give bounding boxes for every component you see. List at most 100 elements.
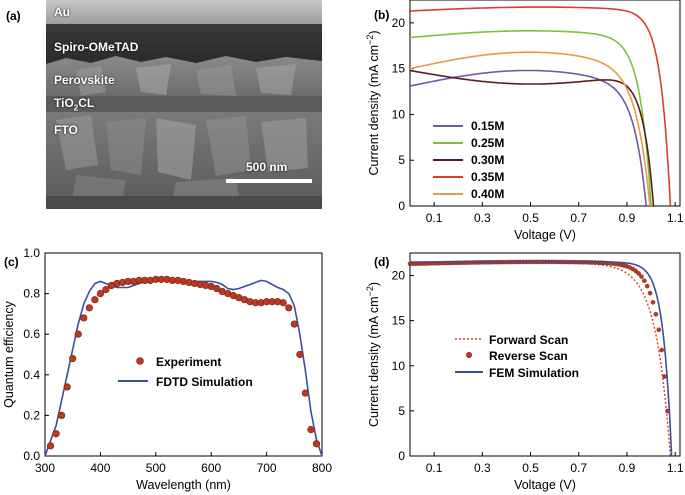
c-data-point (290, 320, 298, 328)
b-series-line-0.35M (409, 6, 672, 207)
panel-d-letter: (d) (374, 255, 389, 269)
c-data-point (213, 284, 221, 293)
d-data-point (656, 327, 662, 333)
d-ytick-label: 15 (392, 314, 406, 328)
b-plot-frame (409, 0, 681, 207)
c-data-point (85, 304, 93, 312)
c-data-point (52, 430, 60, 438)
b-ylabel-tail: ) (367, 30, 381, 34)
b-ylabel-main: Current density (mA cm (367, 45, 381, 176)
c-data-point (91, 296, 99, 304)
b-ylabel: Current density (mA cm−2) (365, 30, 381, 175)
b-xtick-label: 1.1 (667, 211, 684, 225)
scale-bar (226, 179, 312, 183)
d-ytick-label: 0 (398, 449, 405, 463)
c-ylabel: Quantum efficiency (2, 300, 16, 408)
c-data-point (285, 304, 293, 312)
b-ytick-label: 15 (392, 62, 406, 76)
c-data-point (296, 350, 304, 359)
d-xtick-label: 1.1 (667, 461, 684, 475)
b-legend-label: 0.15M (471, 119, 504, 133)
layer-label-spiro: Spiro-OMeTAD (54, 40, 139, 54)
c-data-point (63, 383, 71, 391)
chart-b: 0.1 0.3 0.5 0.7 0.9 1.1 0 5 10 15 20 Voltage (V) Cur… (365, 0, 684, 242)
spiro-layer (46, 24, 322, 64)
c-data-point (96, 290, 104, 298)
c-ytick-label: 0.6 (23, 327, 40, 341)
c-legend-marker (136, 357, 144, 365)
b-legend-label: 0.40M (471, 187, 504, 201)
c-data-point (307, 426, 315, 434)
scale-bar-label: 500 nm (246, 160, 288, 174)
c-data-point (279, 299, 287, 307)
b-ytick-label: 0 (398, 199, 405, 213)
b-xtick-label: 0.7 (570, 211, 587, 225)
panel-c-letter: (c) (4, 255, 19, 269)
b-series-line-0.15M (409, 69, 648, 207)
perovskite-grains (76, 64, 296, 96)
c-ytick-label: 1.0 (23, 246, 40, 260)
d-data-point (644, 283, 650, 289)
d-ylabel-sup: −2 (365, 286, 375, 296)
d-legend-label: FEM Simulation (489, 366, 579, 380)
sem-bottom-strip (46, 196, 322, 209)
d-ytick-label: 10 (392, 359, 406, 373)
c-ytick-label: 0.2 (23, 408, 40, 422)
layer-label-tio2-tail: CL (78, 96, 95, 110)
sem-cross-section (46, 0, 322, 209)
d-data-point (653, 311, 659, 317)
c-ytick-label: 0.0 (23, 449, 40, 463)
c-ytick-label: 0.8 (23, 287, 40, 301)
d-ylabel-tail: ) (367, 282, 381, 286)
d-ytick-label: 5 (398, 404, 405, 418)
d-data-point (633, 268, 638, 274)
b-ytick-label: 10 (392, 107, 406, 121)
d-ylabel-main: Current density (mA cm (367, 296, 381, 427)
layer-label-au: Au (54, 5, 70, 19)
chart-d: 0.1 0.3 0.5 0.7 0.9 1.1 0 5 10 15 20 Voltage (V) Cur… (365, 252, 684, 492)
c-legend-label: Experiment (156, 355, 221, 369)
c-xtick-label: 300 (35, 461, 55, 475)
perovskite-layer (46, 56, 322, 100)
layer-label-perovskite: Perovskite (54, 73, 115, 87)
layer-label-tio2-main: TiO (54, 96, 74, 110)
b-xtick-label: 0.1 (426, 211, 443, 225)
d-xtick-label: 0.1 (426, 461, 443, 475)
c-xtick-label: 600 (201, 461, 221, 475)
c-xlabel: Wavelength (nm) (136, 478, 231, 492)
c-data-point (80, 314, 88, 322)
c-data-point (74, 330, 82, 338)
chart-c: 300 400 500 600 700 800 0.0 0.2 0.4 0.6 0.8 1.0 Wave… (2, 246, 332, 492)
c-ytick-label: 0.4 (23, 368, 40, 382)
c-legend-label: FDTD Simulation (156, 375, 253, 389)
b-series-line-0.40M (409, 51, 651, 207)
b-ylabel-sup: −2 (365, 35, 375, 45)
d-data-point (642, 278, 647, 284)
tio2-layer (46, 96, 322, 114)
d-xtick-label: 0.7 (570, 461, 587, 475)
b-series-line-0.25M (409, 30, 652, 207)
d-legend-marker (465, 351, 473, 359)
b-series-line-0.30M (409, 69, 655, 207)
c-data-point (69, 354, 77, 363)
d-legend-label: Forward Scan (489, 333, 568, 347)
d-plot-frame (409, 252, 681, 457)
b-legend-label: 0.35M (471, 170, 504, 184)
panel-b-letter: (b) (374, 8, 389, 22)
b-xlabel: Voltage (V) (514, 228, 576, 242)
sem-image: Au Spiro-OMeTAD Perovskite TiO2CL FTO 50… (46, 0, 322, 209)
panel-a-letter: (a) (6, 9, 21, 23)
c-data-point (102, 285, 110, 294)
b-legend-label: 0.30M (471, 153, 504, 167)
b-xtick-label: 0.3 (474, 211, 491, 225)
b-ytick-label: 20 (392, 16, 406, 30)
au-layer (46, 0, 322, 26)
c-xtick-label: 500 (146, 461, 166, 475)
d-data-point (650, 300, 656, 305)
d-data-point (647, 290, 653, 296)
d-data-point (662, 374, 667, 379)
d-legend-label: Reverse Scan (489, 349, 568, 363)
d-xtick-label: 0.3 (474, 461, 491, 475)
layer-label-tio2: TiO2CL (54, 96, 94, 112)
